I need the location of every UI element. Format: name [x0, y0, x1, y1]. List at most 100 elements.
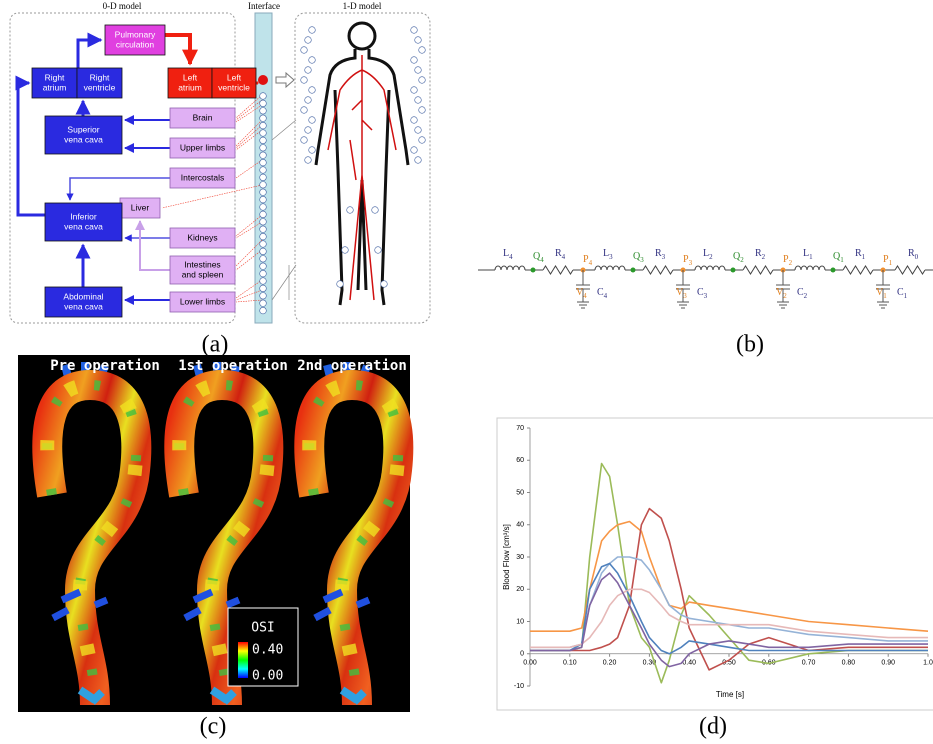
- arrow: [165, 35, 190, 64]
- node-label: Upper limbs: [180, 142, 225, 152]
- y-tick-label: 10: [516, 618, 524, 625]
- node-label: ventricle: [218, 82, 250, 92]
- label-subscript: 3: [609, 253, 613, 261]
- circuit-label: P3: [683, 254, 693, 266]
- circuit-label: L1: [803, 248, 813, 260]
- node-label: ventricle: [84, 82, 116, 92]
- circuit-label: Q1: [833, 251, 844, 263]
- interface-circle: [260, 270, 267, 277]
- label-subscript: 4: [540, 256, 544, 264]
- arrow: [18, 83, 45, 215]
- node-label: Intestines: [184, 259, 220, 269]
- panel-label: (d): [699, 714, 727, 740]
- x-tick-label: 0.70: [802, 660, 816, 667]
- circuit-label: P4: [583, 254, 593, 266]
- circuit-label: L3: [603, 248, 613, 260]
- node-label: vena cava: [64, 301, 103, 311]
- vessel-circle: [309, 27, 316, 34]
- vessel-circle: [381, 281, 388, 288]
- page: 0-D model Interface 1-D model L4Q4R4P4V4…: [0, 0, 933, 744]
- x-tick-label: 0.00: [523, 660, 537, 667]
- label-subscript: 1: [889, 259, 893, 267]
- label-subscript: 3: [689, 259, 693, 267]
- circuit-label: R3: [655, 248, 666, 260]
- interface-node: [258, 75, 268, 85]
- panel-label: (b): [736, 332, 764, 358]
- label-subscript: 2: [783, 292, 787, 300]
- vessel-circle: [305, 157, 312, 164]
- node-label: Right: [90, 72, 110, 82]
- node-label: atrium: [43, 82, 67, 92]
- circuit-label: C1: [897, 287, 908, 299]
- node-label: circulation: [116, 39, 155, 49]
- interface-circle: [260, 137, 267, 144]
- label-subscript: 3: [704, 292, 708, 300]
- x-tick-label: 1.0: [923, 660, 933, 667]
- node-label: Liver: [131, 202, 150, 212]
- interface-circle: [260, 100, 267, 107]
- label-subscript: 2: [804, 292, 808, 300]
- vessel-circle: [342, 247, 349, 254]
- circuit-label: R2: [755, 248, 766, 260]
- vessel-circle: [419, 47, 426, 54]
- circuit-label: P1: [883, 254, 893, 266]
- circuit-label: Q2: [733, 251, 744, 263]
- vessel-circle: [419, 137, 426, 144]
- circuit-label: P2: [783, 254, 793, 266]
- node-label: atrium: [178, 82, 202, 92]
- node-label: Brain: [193, 112, 213, 122]
- label-subscript: 1: [862, 253, 866, 261]
- interface-circle: [260, 226, 267, 233]
- y-tick-label: 70: [516, 425, 524, 432]
- circuit-label: C2: [797, 287, 808, 299]
- node-label: Abdominal: [63, 291, 103, 301]
- vessel-circle: [305, 37, 312, 44]
- interface-circle: [260, 219, 267, 226]
- y-axis-title: Blood Flow [cm³/s]: [502, 524, 511, 590]
- vessel-circle: [301, 137, 308, 144]
- vessel-circle: [415, 37, 422, 44]
- node-label: Right: [45, 72, 65, 82]
- interface-circle: [260, 248, 267, 255]
- label-subscript: 4: [583, 292, 587, 300]
- vessel-circle: [419, 77, 426, 84]
- circuit-label: C3: [697, 287, 708, 299]
- interface-circle: [260, 159, 267, 166]
- y-tick-label: 0: [520, 651, 524, 658]
- node-label: vena cava: [64, 134, 103, 144]
- interface-circle: [260, 293, 267, 300]
- circuit-label: R0: [908, 248, 919, 260]
- y-tick-label: 40: [516, 522, 524, 529]
- label-subscript: 4: [509, 253, 513, 261]
- section-title: 1-D model: [343, 1, 382, 11]
- vessel-circle: [305, 127, 312, 134]
- vessel-circle: [411, 117, 418, 124]
- flow-node: [531, 268, 536, 273]
- vessel-circle: [305, 97, 312, 104]
- label-subscript: 4: [604, 292, 608, 300]
- circuit-label: Q4: [533, 251, 544, 263]
- circuit-label: Q3: [633, 251, 644, 263]
- vessel-circle: [309, 87, 316, 94]
- vessel-circle: [415, 97, 422, 104]
- vessel-circle: [411, 147, 418, 154]
- label-subscript: 1: [904, 292, 908, 300]
- interface-circle: [260, 255, 267, 262]
- zoom-lines: [272, 120, 296, 300]
- colorbar: [238, 642, 248, 678]
- vessel-circle: [337, 281, 344, 288]
- panel-label: (c): [200, 714, 227, 740]
- interface-circle: [260, 130, 267, 137]
- image-header: 2nd operation: [297, 358, 407, 374]
- vessel-circle: [347, 207, 354, 214]
- figure: 0-D model Interface 1-D model L4Q4R4P4V4…: [0, 0, 933, 744]
- circuit: L4Q4R4P4V4C4L3Q3R3P3V3C3L2Q2R2P2V2C2L1Q1…: [495, 248, 925, 308]
- vessel-circle: [301, 47, 308, 54]
- label-subscript: 1: [809, 253, 813, 261]
- x-tick-label: 0.90: [881, 660, 895, 667]
- node-label: vena cava: [64, 221, 103, 231]
- label-subscript: 4: [589, 259, 593, 267]
- interface-circle: [260, 122, 267, 129]
- node-label: Inferior: [70, 211, 97, 221]
- label-subscript: 0: [915, 253, 919, 261]
